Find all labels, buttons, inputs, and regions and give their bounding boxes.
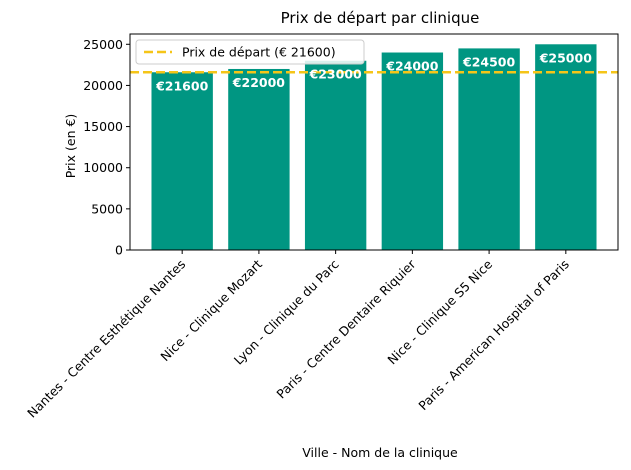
x-tick-label: Nantes - Centre Esthétique Nantes: [24, 257, 188, 421]
legend-box: [135, 39, 365, 65]
y-tick-label: 20000: [83, 78, 123, 93]
y-tick-label: 25000: [83, 37, 123, 52]
bar: [304, 60, 367, 250]
chart-title: Prix de départ par clinique: [281, 9, 480, 27]
bar-value-label: €24500: [462, 54, 515, 69]
bar: [228, 68, 290, 250]
y-tick-label: 10000: [83, 160, 123, 175]
bar: [151, 72, 213, 251]
bar: [458, 48, 520, 251]
x-tick-label: Paris - American Hospital of Paris: [415, 257, 572, 414]
y-axis-label: Prix (en €): [63, 114, 78, 179]
bar-value-label: €22000: [232, 75, 285, 90]
bar: [535, 44, 597, 251]
bar-value-label: €24000: [385, 59, 438, 74]
y-tick-label: 5000: [91, 201, 123, 216]
bar-value-label: €25000: [539, 50, 592, 65]
axes-frame: [129, 33, 619, 251]
plot-area: €21600 €22000 €23000 €24000 €24500 €25000 0 500…: [24, 33, 619, 421]
bar-value-label: €23000: [309, 67, 362, 82]
x-tick-label: Paris - Centre Dentaire Riquier: [273, 256, 419, 402]
x-axis-label: Ville - Nom de la clinique: [302, 445, 458, 460]
y-tick-label: 15000: [83, 119, 123, 134]
bar-value-label: €21600: [155, 78, 208, 93]
legend-label: Prix de départ (€ 21600): [182, 45, 336, 60]
bar: [381, 52, 444, 251]
y-tick-label: 0: [115, 243, 123, 258]
